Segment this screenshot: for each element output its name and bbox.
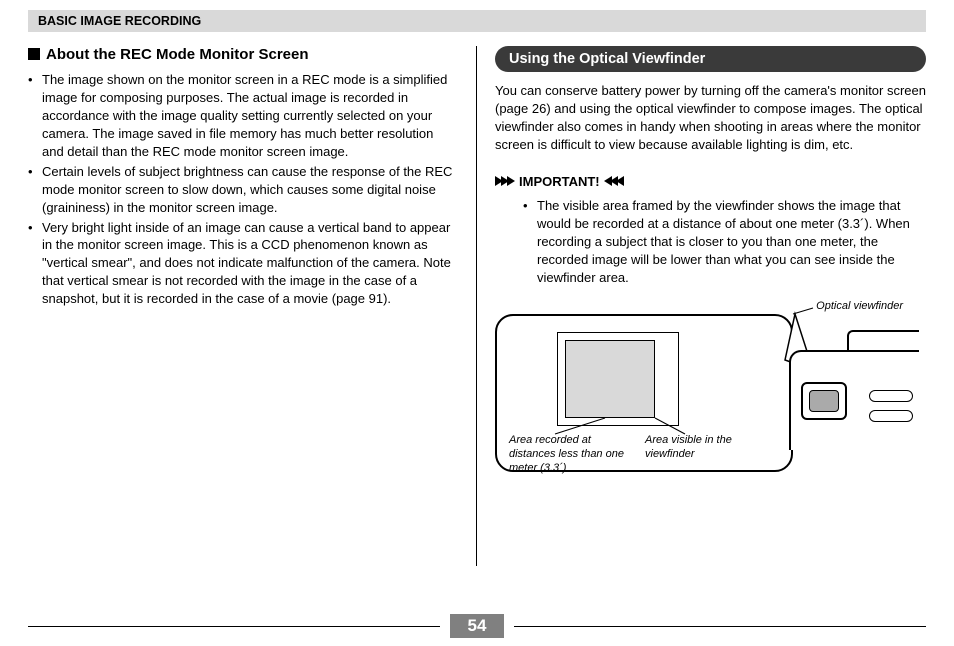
square-bullet-icon	[28, 48, 40, 60]
left-bullet-list: •The image shown on the monitor screen i…	[28, 71, 458, 308]
camera-illustration	[789, 330, 919, 450]
viewfinder-diagram: Optical viewfinder Area recorded at dist…	[495, 300, 915, 475]
list-item: •Certain levels of subject brightness ca…	[28, 163, 458, 217]
triangle-left-icon	[606, 176, 624, 186]
right-intro: You can conserve battery power by turnin…	[495, 82, 926, 154]
left-heading-text: About the REC Mode Monitor Screen	[46, 46, 309, 63]
label-visible-area: Area visible in the viewfinder	[645, 434, 745, 462]
left-column: About the REC Mode Monitor Screen •The i…	[28, 46, 477, 566]
triangle-right-icon	[495, 176, 513, 186]
important-text: The visible area framed by the viewfinde…	[537, 197, 926, 287]
footer-rule	[28, 626, 440, 627]
camera-button	[869, 390, 913, 402]
important-label: IMPORTANT!	[519, 174, 600, 189]
right-pill-heading: Using the Optical Viewfinder	[495, 46, 926, 72]
section-header: BASIC IMAGE RECORDING	[28, 10, 926, 32]
left-heading: About the REC Mode Monitor Screen	[28, 46, 458, 63]
label-recorded-area: Area recorded at distances less than one…	[509, 434, 629, 475]
bullet-dot: •	[28, 219, 42, 309]
two-column-layout: About the REC Mode Monitor Screen •The i…	[28, 46, 926, 566]
important-body: • The visible area framed by the viewfin…	[495, 197, 926, 287]
footer-rule	[514, 626, 926, 627]
bullet-dot: •	[28, 163, 42, 217]
recorded-area-rect	[565, 340, 655, 418]
bullet-dot: •	[28, 71, 42, 161]
page-footer: 54	[28, 614, 926, 638]
list-item: •The image shown on the monitor screen i…	[28, 71, 458, 161]
list-item: •Very bright light inside of an image ca…	[28, 219, 458, 309]
page-number: 54	[450, 614, 505, 638]
bullet-text: The image shown on the monitor screen in…	[42, 71, 458, 161]
camera-button	[869, 410, 913, 422]
bullet-text: Certain levels of subject brightness can…	[42, 163, 458, 217]
camera-body	[789, 350, 919, 450]
right-column: Using the Optical Viewfinder You can con…	[477, 46, 926, 566]
camera-buttons	[869, 390, 919, 438]
label-optical-viewfinder: Optical viewfinder	[816, 300, 903, 314]
bullet-dot: •	[523, 197, 537, 287]
important-heading: IMPORTANT!	[495, 174, 926, 189]
bullet-text: Very bright light inside of an image can…	[42, 219, 458, 309]
camera-viewfinder-window	[801, 382, 847, 420]
